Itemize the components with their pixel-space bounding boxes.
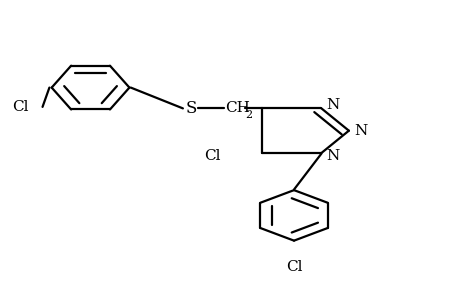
Text: CH: CH xyxy=(225,101,250,116)
Text: N: N xyxy=(353,124,367,138)
Text: N: N xyxy=(325,149,339,163)
Text: Cl: Cl xyxy=(285,260,302,274)
Text: Cl: Cl xyxy=(204,149,220,163)
Text: Cl: Cl xyxy=(12,100,29,114)
Text: 2: 2 xyxy=(245,110,252,120)
Text: S: S xyxy=(185,100,196,117)
Text: N: N xyxy=(325,98,339,112)
